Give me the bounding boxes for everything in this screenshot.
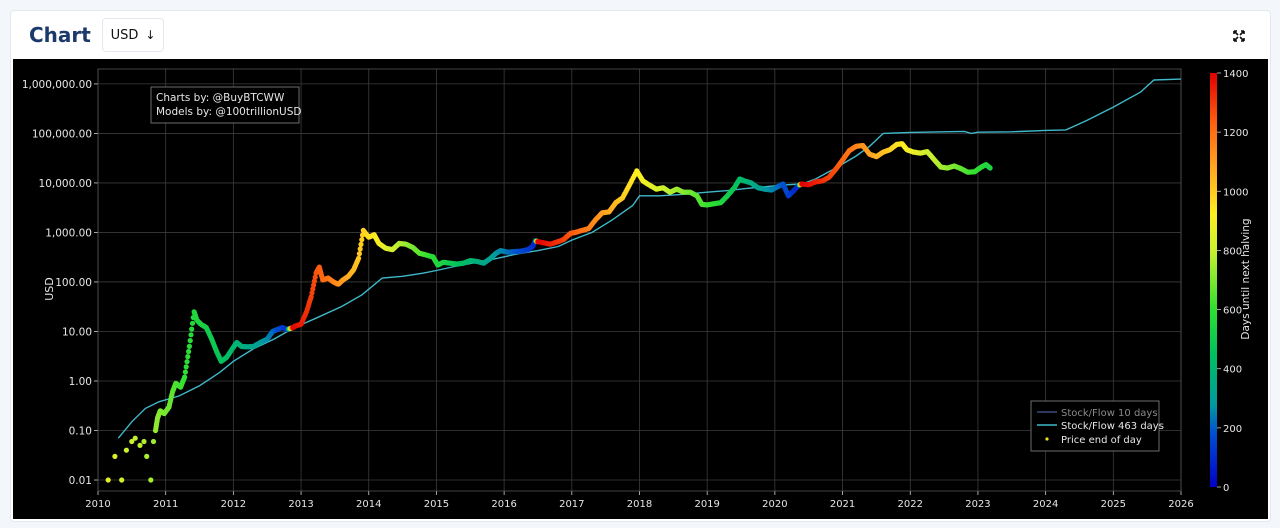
x-tick-label: 2026 <box>1168 499 1193 510</box>
x-tick-label: 2024 <box>1033 499 1058 510</box>
x-tick-label: 2014 <box>356 499 381 510</box>
price-point <box>185 354 191 360</box>
price-point <box>308 294 314 300</box>
price-point <box>186 348 192 355</box>
currency-label: USD <box>110 27 139 43</box>
price-point <box>309 290 315 296</box>
x-tick-label: 2018 <box>627 499 652 510</box>
arrow-down-icon: ↓ <box>145 28 156 42</box>
price-point <box>186 343 192 349</box>
attribution-line-2: Models by: @100trillionUSD <box>156 106 301 118</box>
price-point <box>187 338 193 344</box>
x-tick-label: 2012 <box>221 499 246 510</box>
price-point <box>150 438 157 445</box>
price-point <box>987 165 993 171</box>
price-point <box>358 241 364 247</box>
colorbar-tick-label: 1400 <box>1223 69 1248 80</box>
stock-to-flow-chart: 2010 2011 2012 2013 2014 2015 2016 2017 2018 2019… <box>22 68 1252 510</box>
attribution-line-1: Charts by: @BuyBTCWW <box>156 92 285 104</box>
price-point <box>105 477 111 483</box>
price-point <box>144 453 150 459</box>
y-tick-label: 10.00 <box>62 326 92 338</box>
price-point <box>310 286 316 292</box>
price-point <box>356 255 362 261</box>
price-point <box>189 320 196 326</box>
price-point <box>189 326 195 332</box>
x-tick-label: 2017 <box>559 499 584 510</box>
price-point <box>123 447 129 453</box>
colorbar-tick-label: 1200 <box>1223 128 1248 139</box>
expand-icon <box>1233 30 1245 42</box>
plot-frame <box>97 68 1182 492</box>
x-tick-label: 2010 <box>85 499 110 510</box>
price-point <box>357 246 363 252</box>
price-point <box>182 374 188 380</box>
y-tick-label: 1,000.00 <box>45 227 92 239</box>
legend-item-sf463: Stock/Flow 463 days <box>1061 421 1164 432</box>
colorbar-label: Days until next halving <box>1240 218 1252 339</box>
price-point <box>359 237 365 243</box>
x-tick-label: 2013 <box>288 499 313 510</box>
colorbar-tick-label: 400 <box>1223 365 1242 376</box>
chart-card: Chart USD ↓ 2010 2011 2012 2013 2014 2015 2016… <box>10 10 1271 522</box>
legend-swatch-price <box>1045 437 1049 441</box>
price-point <box>132 435 138 441</box>
colorbar-tick-label: 800 <box>1223 246 1242 257</box>
legend-item-price: Price end of day <box>1061 435 1142 446</box>
y-tick-label: 1,000,000.00 <box>22 79 92 91</box>
x-tick-label: 2025 <box>1101 499 1126 510</box>
price-point <box>356 251 362 257</box>
page-title: Chart <box>29 23 91 47</box>
colorbar-tick-label: 600 <box>1223 306 1242 317</box>
x-tick-label: 2016 <box>491 499 516 510</box>
colorbar-tick-label: 200 <box>1223 424 1242 435</box>
price-point <box>182 369 188 375</box>
x-tick-label: 2021 <box>830 499 855 510</box>
y-tick-label: 1.00 <box>69 376 92 388</box>
price-point <box>137 442 143 448</box>
sf463-line <box>117 78 1182 439</box>
x-tick-label: 2019 <box>694 499 719 510</box>
price-point <box>312 274 318 280</box>
y-tick-label: 100,000.00 <box>32 128 92 140</box>
price-point <box>112 453 118 459</box>
colorbar-tick-label: 0 <box>1223 483 1229 494</box>
legend-item-sf10: Stock/Flow 10 days <box>1061 408 1158 419</box>
y-tick-label: 100.00 <box>55 277 92 289</box>
x-tick-label: 2015 <box>424 499 449 510</box>
plot-area: 2010 2011 2012 2013 2014 2015 2016 2017 2018 2019… <box>13 59 1268 519</box>
attribution-box: Charts by: @BuyBTCWW Models by: @100tril… <box>150 86 301 124</box>
price-point <box>188 332 194 338</box>
legend: Stock/Flow 10 days Stock/Flow 463 days P… <box>1030 400 1164 452</box>
price-point <box>141 438 147 445</box>
price-point <box>183 364 189 370</box>
x-tick-label: 2020 <box>762 499 787 510</box>
price-point <box>119 477 125 483</box>
x-tick-label: 2011 <box>153 499 178 510</box>
y-tick-label: 0.01 <box>69 475 92 487</box>
y-axis-label: USD <box>43 277 56 301</box>
expand-button[interactable] <box>1229 27 1249 45</box>
x-tick-label: 2022 <box>898 499 923 510</box>
currency-select[interactable]: USD ↓ <box>102 18 164 52</box>
y-tick-label: 10,000.00 <box>39 178 92 190</box>
x-tick-label: 2023 <box>965 499 990 510</box>
colorbar-tick-label: 1000 <box>1223 187 1248 198</box>
price-point <box>311 282 317 288</box>
price-point <box>148 477 154 483</box>
colorbar <box>1210 73 1217 487</box>
price-point <box>311 278 317 284</box>
price-point <box>184 359 190 365</box>
chart-header: Chart USD ↓ <box>11 11 1270 59</box>
price-point <box>129 438 135 445</box>
y-tick-label: 0.10 <box>69 426 92 438</box>
